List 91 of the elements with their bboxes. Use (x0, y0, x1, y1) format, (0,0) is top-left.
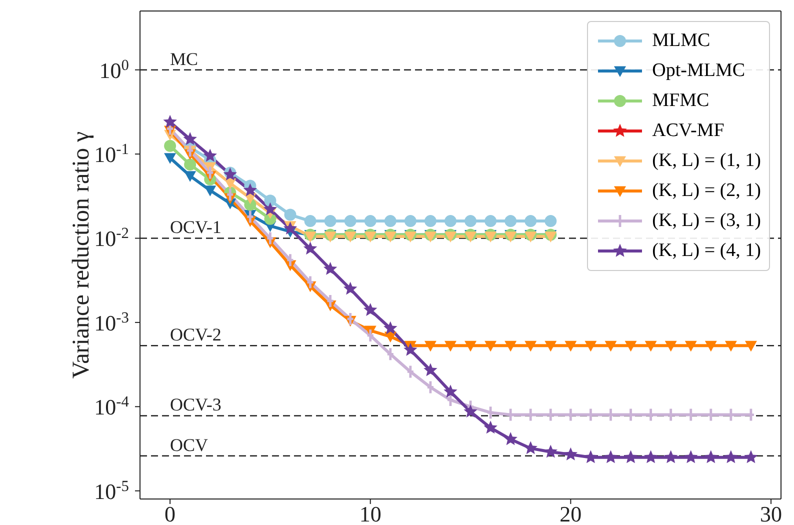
legend-label: MLMC (652, 30, 710, 52)
point (604, 450, 618, 464)
point (704, 340, 717, 352)
point (424, 340, 436, 352)
point (364, 215, 376, 228)
point (444, 215, 456, 228)
y-tick-label: 10$^{-2}$ (94, 224, 129, 252)
point (624, 340, 637, 352)
y-axis-title: Variance reduction ratio γ (68, 131, 95, 379)
x-tick-label: 10 (359, 502, 382, 525)
point (564, 340, 577, 352)
point (444, 384, 458, 398)
point (384, 321, 398, 334)
point (243, 183, 258, 196)
ref-line-label: OCV-2 (170, 324, 222, 345)
point (584, 340, 597, 352)
y-tick-label: 10$^{0}$ (99, 56, 130, 83)
point (184, 158, 196, 171)
point (724, 340, 737, 352)
point (544, 444, 558, 458)
point (303, 242, 318, 255)
x-tick-label: 0 (164, 502, 176, 525)
point (323, 262, 338, 275)
ref-line-label: OCV-1 (170, 217, 222, 238)
point (644, 450, 658, 464)
point (744, 340, 757, 352)
point (343, 282, 358, 295)
ref-line-label: OCV (170, 434, 208, 455)
point (724, 450, 738, 464)
point (484, 215, 497, 228)
point (604, 340, 617, 352)
point (283, 221, 298, 234)
point (404, 215, 416, 228)
y-tick-label: 10$^{-3}$ (94, 308, 130, 336)
legend-label: (K, L) = (4, 1) (652, 240, 761, 262)
point (263, 202, 278, 216)
point (544, 340, 557, 352)
y-tick-label: 10$^{-1}$ (94, 140, 129, 168)
legend-label: Opt-MLMC (652, 60, 746, 82)
point (424, 215, 436, 228)
x-tick-label: 30 (760, 502, 782, 525)
point (544, 215, 557, 228)
y-tick-label: 10$^{-5}$ (94, 477, 130, 504)
point (524, 340, 537, 352)
point (524, 215, 537, 228)
point (484, 340, 497, 352)
point (364, 302, 378, 316)
point (163, 114, 177, 128)
point (664, 450, 678, 464)
point (204, 186, 216, 196)
point (184, 171, 196, 182)
point (304, 215, 316, 228)
point (684, 450, 698, 464)
point (464, 340, 477, 352)
point (164, 140, 176, 152)
point (183, 132, 197, 146)
legend-label: MFMC (652, 90, 710, 112)
point (504, 215, 517, 228)
point (404, 342, 418, 356)
legend-label: (K, L) = (1, 1) (652, 150, 761, 172)
point (324, 215, 336, 228)
point (284, 208, 296, 221)
point (224, 178, 236, 190)
legend-label: (K, L) = (2, 1) (652, 180, 761, 202)
y-tick-label: 10$^{-4}$ (94, 393, 130, 420)
point (164, 153, 176, 164)
point (684, 340, 697, 352)
point (424, 363, 438, 376)
point (644, 340, 657, 352)
point (384, 215, 396, 228)
point (504, 340, 517, 352)
point (584, 450, 598, 464)
legend-label: (K, L) = (3, 1) (652, 210, 761, 232)
point (564, 447, 578, 460)
point (264, 194, 276, 207)
point (704, 450, 718, 464)
point (504, 432, 518, 446)
point (203, 148, 217, 162)
ref-line-label: MC (170, 48, 198, 69)
x-tick-label: 20 (560, 502, 582, 525)
legend-label: ACV-MF (652, 120, 724, 142)
point (344, 215, 356, 228)
point (664, 340, 677, 352)
point (744, 450, 758, 464)
ref-line-label: OCV-3 (170, 394, 222, 415)
point (624, 450, 638, 464)
point (464, 215, 477, 228)
point (444, 340, 456, 352)
point (464, 404, 478, 418)
point (524, 441, 538, 454)
point (484, 420, 498, 434)
